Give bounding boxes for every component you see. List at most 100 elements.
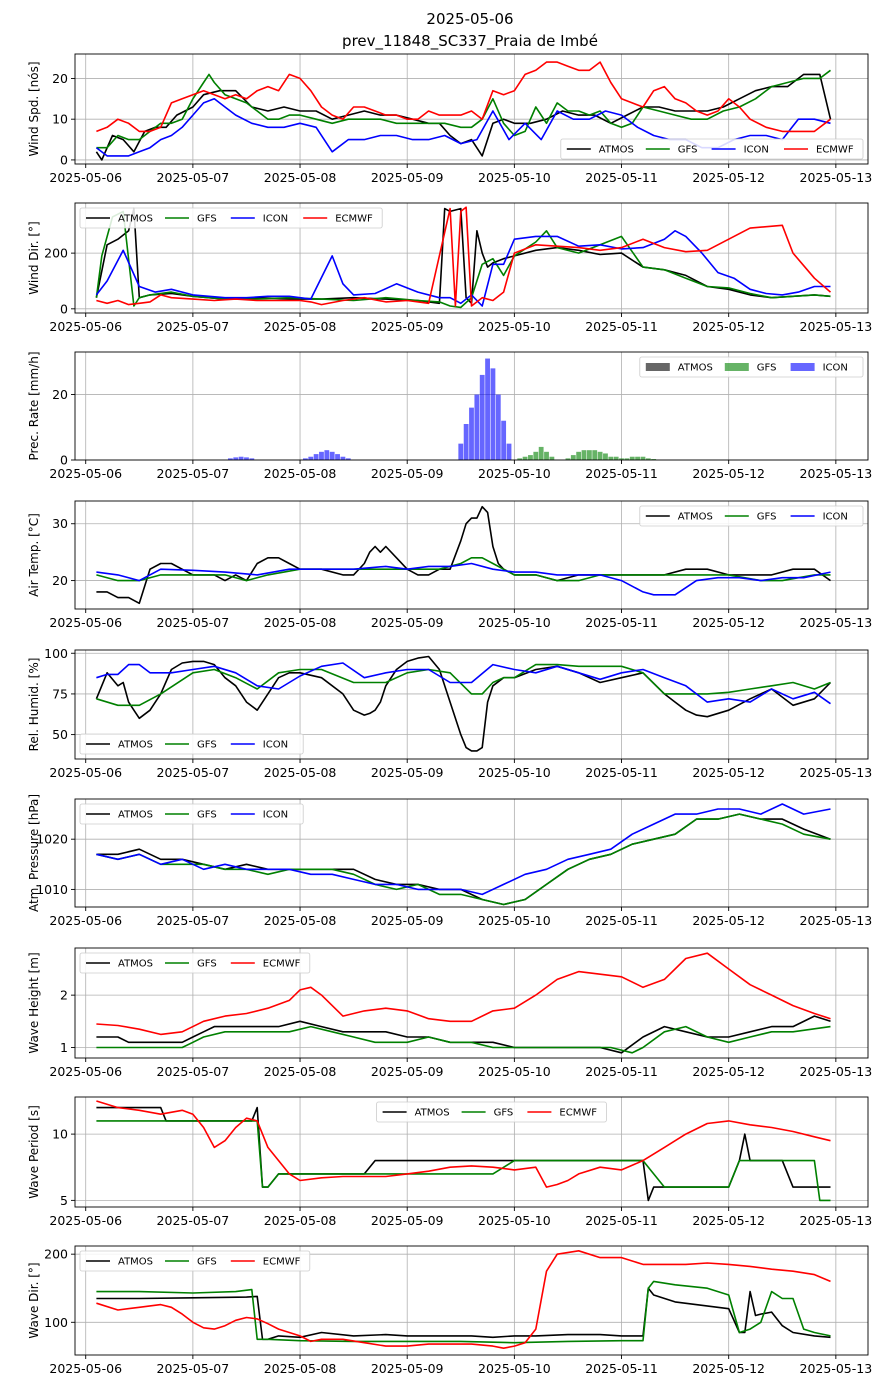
legend-label-ecmwf: ECMWF	[816, 145, 854, 156]
precip-bar-gfs	[533, 451, 539, 460]
x-tick-label: 2025-05-08	[264, 615, 337, 630]
x-tick-label: 2025-05-07	[157, 1213, 230, 1228]
y-tick-label: 2	[60, 988, 68, 1003]
x-tick-label: 2025-05-07	[157, 1361, 230, 1376]
series-line-ecmwf	[96, 1100, 831, 1188]
series-line-gfs	[96, 1280, 831, 1344]
precip-bar-icon	[490, 368, 496, 460]
precip-bar-gfs	[613, 456, 619, 460]
x-tick-label: 2025-05-13	[800, 170, 873, 185]
legend: ATMOS GFS ECMWF	[376, 1101, 607, 1123]
precip-bar-gfs	[651, 459, 657, 460]
legend: ATMOS GFS ECMWF	[79, 952, 311, 974]
legend-label-ecmwf: ECMWF	[263, 1257, 301, 1268]
precip-bar-gfs	[544, 451, 549, 460]
x-tick-label: 2025-05-08	[264, 913, 337, 928]
y-axis-label: Air Temp. [°C]	[27, 513, 41, 597]
legend-label-ecmwf: ECMWF	[335, 214, 373, 225]
x-tick-label: 2025-05-11	[585, 913, 658, 928]
series-line-gfs	[96, 69, 831, 149]
x-tick-label: 2025-05-06	[49, 466, 122, 481]
x-tick-label: 2025-05-10	[478, 913, 551, 928]
y-axis-label: Wave Dir. [°]	[27, 1262, 41, 1338]
precip-bar-icon	[501, 420, 507, 460]
precip-bar-icon	[335, 454, 340, 460]
y-tick-label: 1010	[36, 882, 68, 897]
series-line-icon	[96, 562, 831, 596]
x-tick-label: 2025-05-09	[371, 170, 444, 185]
x-tick-label: 2025-05-11	[585, 319, 658, 334]
y-axis-label: Prec. Rate [mm/h]	[27, 351, 41, 460]
x-tick-label: 2025-05-09	[371, 466, 444, 481]
precip-bar-gfs	[619, 458, 624, 460]
y-tick-label: 100	[44, 1315, 68, 1330]
y-axis-label: Wind Dir. [°]	[27, 221, 41, 294]
x-tick-label: 2025-05-12	[692, 1213, 765, 1228]
y-tick-label: 1020	[36, 832, 68, 847]
legend-label-atmos: ATMOS	[118, 214, 153, 225]
x-tick-label: 2025-05-10	[478, 1064, 551, 1079]
x-tick-label: 2025-05-13	[800, 913, 873, 928]
x-tick-label: 2025-05-10	[478, 466, 551, 481]
chart-panel-1: 2025-05-06 2025-05-07 2025-05-08 2025-05-09…	[27, 53, 873, 185]
x-tick-label: 2025-05-10	[478, 319, 551, 334]
legend-label-gfs: GFS	[197, 959, 217, 970]
y-tick-label: 30	[52, 516, 68, 531]
x-tick-label: 2025-05-11	[585, 1361, 658, 1376]
legend-swatch-icon	[790, 363, 815, 371]
x-tick-label: 2025-05-13	[800, 319, 873, 334]
precip-bar-icon	[233, 457, 239, 460]
precip-bar-gfs	[549, 456, 555, 460]
precip-bar-icon	[329, 451, 335, 460]
legend: ATMOS GFS ICON	[79, 733, 304, 755]
series-line-gfs	[95, 210, 831, 309]
plot-frame	[74, 649, 869, 760]
y-tick-label: 20	[52, 387, 68, 402]
legend: ATMOS GFS ICON	[79, 803, 304, 825]
legend-box	[376, 1101, 607, 1123]
precip-bar-gfs	[608, 456, 614, 460]
legend: ATMOS GFS ICON ECMWF	[79, 207, 383, 229]
precip-bar-icon	[463, 424, 469, 460]
legend-label-icon: ICON	[263, 214, 288, 225]
series-line-icon	[95, 230, 831, 307]
precip-bar-gfs	[517, 458, 523, 460]
precip-bar-gfs	[586, 450, 592, 460]
precip-bar-icon	[345, 458, 351, 460]
legend: ATMOS GFS ECMWF	[79, 1250, 311, 1272]
legend-label-icon: ICON	[744, 145, 769, 156]
x-tick-label: 2025-05-13	[800, 765, 873, 780]
precip-bar-gfs	[645, 458, 651, 460]
x-tick-label: 2025-05-06	[49, 913, 122, 928]
legend-label-atmos: ATMOS	[678, 512, 713, 523]
legend-label-gfs: GFS	[757, 363, 777, 374]
legend-label-atmos: ATMOS	[599, 145, 634, 156]
x-tick-label: 2025-05-06	[49, 1213, 122, 1228]
precip-bar-gfs	[522, 456, 528, 460]
legend-swatch-gfs	[724, 363, 749, 371]
y-axis-label: Wave Height [m]	[27, 952, 41, 1053]
legend-label-gfs: GFS	[197, 810, 217, 821]
x-tick-label: 2025-05-09	[371, 1361, 444, 1376]
legend-label-icon: ICON	[823, 363, 848, 374]
y-axis-label: Wave Period [s]	[27, 1105, 41, 1199]
x-tick-label: 2025-05-12	[692, 1064, 765, 1079]
legend-label-ecmwf: ECMWF	[263, 959, 301, 970]
chart-panel-8: 2025-05-06 2025-05-07 2025-05-08 2025-05-09…	[27, 1096, 872, 1228]
series-line-ecmwf	[96, 206, 832, 307]
x-tick-label: 2025-05-12	[692, 466, 765, 481]
precip-bar-gfs	[581, 450, 587, 460]
series-line-ecmwf	[96, 61, 831, 133]
x-tick-label: 2025-05-08	[264, 319, 337, 334]
plot-frame	[74, 1096, 869, 1208]
figure-title-date: 2025-05-06	[426, 10, 513, 28]
x-tick-label: 2025-05-13	[800, 1361, 873, 1376]
precip-bar-icon	[506, 443, 512, 460]
chart-panel-2: 2025-05-06 2025-05-07 2025-05-08 2025-05-09…	[27, 202, 873, 334]
legend: ATMOS GFS ICON	[639, 356, 864, 378]
y-tick-label: 100	[44, 646, 68, 661]
figure-title-station: prev_11848_SC337_Praia de Imbé	[342, 32, 598, 51]
x-tick-label: 2025-05-08	[264, 1064, 337, 1079]
x-tick-label: 2025-05-09	[371, 913, 444, 928]
series-group	[95, 655, 832, 752]
